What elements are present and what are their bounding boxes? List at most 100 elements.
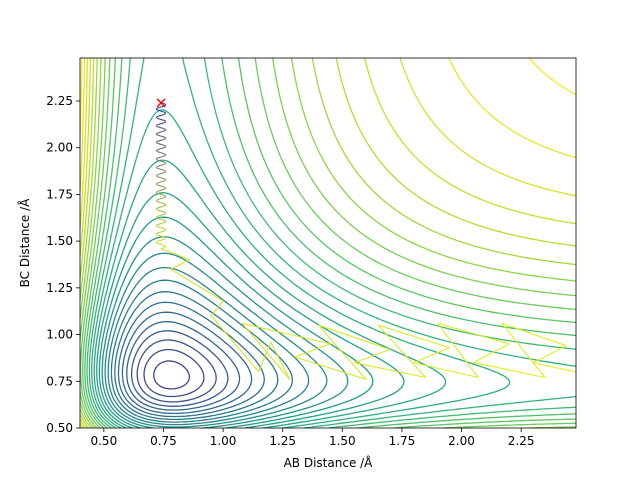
trajectory-segment (157, 126, 160, 128)
trajectory-segment (532, 345, 567, 364)
trajectory-segment (161, 197, 164, 200)
trajectory-segment (157, 184, 160, 187)
trajectory-segment (160, 193, 164, 196)
trajectory-segment (164, 228, 166, 230)
trajectory-segment (157, 176, 161, 179)
contour-level (80, 58, 576, 428)
trajectory-segment (156, 184, 158, 186)
x-tick-label: 0.50 (90, 434, 117, 448)
trajectory-segment (162, 102, 165, 105)
trajectory-segment (161, 185, 164, 188)
trajectory-segment (159, 218, 162, 221)
trajectory-segment (163, 171, 166, 174)
trajectory-segment (162, 155, 165, 158)
trajectory-segment (156, 217, 158, 219)
trajectory-segment (161, 105, 164, 108)
trajectory-segment (164, 104, 167, 107)
trajectory-segment (164, 188, 166, 190)
trajectory-segment (159, 210, 162, 212)
trajectory-segment (164, 213, 166, 215)
trajectory-segment (157, 106, 160, 109)
trajectory-segment (162, 147, 165, 149)
trajectory-segment (164, 129, 166, 132)
x-tick-label: 1.00 (210, 434, 237, 448)
trajectory-segment (157, 242, 160, 245)
trajectory-segment (160, 214, 163, 216)
trajectory-segment (156, 157, 158, 160)
trajectory-segment (156, 242, 158, 244)
trajectory-segment (158, 156, 161, 159)
trajectory-segment (159, 185, 162, 187)
trajectory-segment (164, 128, 167, 131)
trajectory-segment (159, 139, 162, 142)
trajectory-segment (163, 238, 166, 240)
trajectory-segment (162, 235, 165, 238)
contour-level (126, 320, 241, 411)
trajectory-segment (159, 114, 163, 117)
y-tick-label: 1.75 (46, 187, 73, 201)
trajectory-segment (157, 132, 160, 134)
trajectory-segment (158, 239, 161, 242)
trajectory-segment (473, 362, 546, 379)
trajectory-segment (164, 136, 166, 139)
trajectory-segment (159, 172, 163, 175)
trajectory-segment (156, 125, 158, 128)
trajectory-segment (437, 322, 510, 345)
trajectory-segment (156, 117, 159, 120)
trajectory-segment (158, 143, 161, 145)
trajectory-segment (377, 324, 427, 378)
trajectory-segment (160, 135, 164, 138)
y-tick-label: 1.00 (46, 328, 73, 342)
trajectory-segment (157, 134, 159, 137)
contour-level (80, 58, 576, 428)
trajectory-segment (162, 246, 165, 249)
trajectory-segment (164, 111, 166, 114)
trajectory-segment (158, 193, 162, 195)
trajectory-segment (161, 205, 165, 208)
x-tick-label: 2.25 (508, 434, 535, 448)
trajectory-segment (161, 127, 164, 130)
trajectory-segment (159, 197, 162, 200)
trajectory-segment (159, 206, 163, 208)
trajectory-segment (156, 234, 159, 236)
trajectory-segment (158, 168, 161, 170)
x-tick-label: 0.75 (150, 434, 177, 448)
trajectory-segment (164, 120, 167, 122)
trajectory-segment (156, 182, 159, 184)
trajectory-segment (155, 149, 158, 152)
contour-level (86, 58, 576, 428)
trajectory-segment (161, 243, 164, 246)
trajectory-segment (158, 201, 161, 204)
trajectory-segment (162, 194, 165, 197)
trajectory-segment (161, 222, 164, 225)
trajectory-segment (156, 199, 158, 201)
trajectory-segment (162, 227, 165, 230)
trajectory-segment (155, 241, 158, 243)
trajectory-segment (156, 123, 159, 126)
contour-level (80, 58, 576, 428)
trajectory-segment (156, 149, 159, 151)
trajectory-segment (156, 132, 158, 135)
trajectory-segment (163, 203, 166, 205)
trajectory-segment (160, 168, 163, 171)
trajectory-segment (158, 148, 161, 151)
trajectory-segment (158, 160, 162, 162)
trajectory-segment (156, 167, 159, 170)
trajectory-segment (157, 223, 160, 226)
trajectory-segment (158, 123, 161, 125)
contour-level (143, 348, 205, 398)
x-tick-label: 1.50 (329, 434, 356, 448)
trajectory-segment (156, 133, 158, 136)
trajectory-segment (156, 107, 158, 110)
trajectory-segment (158, 131, 162, 134)
trajectory-segment (156, 224, 158, 226)
trajectory-segment (159, 151, 162, 154)
trajectory-segment (163, 127, 166, 130)
contour-level (96, 192, 405, 428)
trajectory-segment (158, 206, 161, 209)
trajectory-segment (162, 136, 165, 138)
contour-level (101, 236, 349, 428)
trajectory-segment (159, 243, 162, 246)
trajectory-segment (210, 315, 260, 373)
contour-level (88, 58, 576, 428)
